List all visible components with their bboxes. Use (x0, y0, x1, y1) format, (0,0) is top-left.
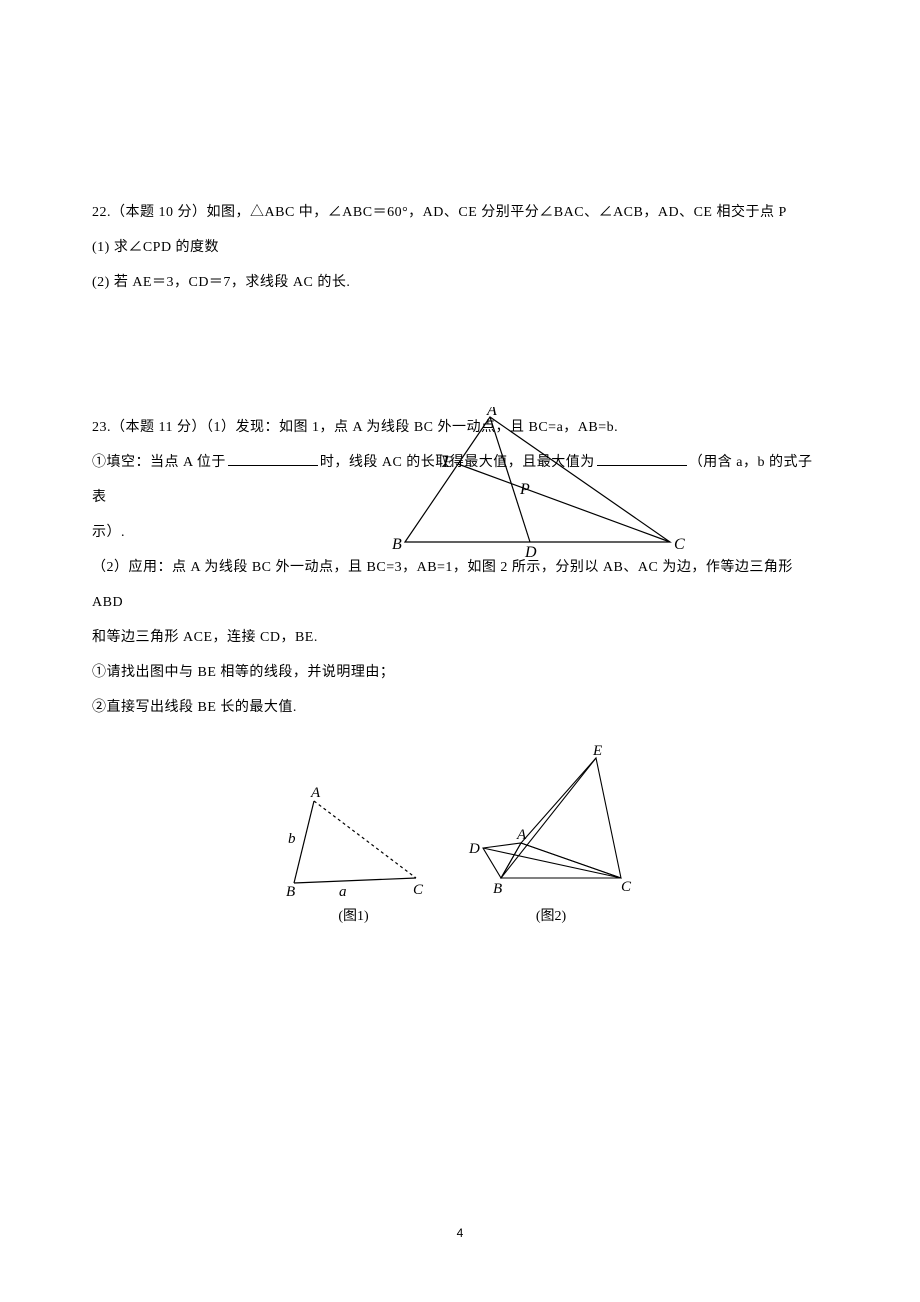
fig2-label-b: B (493, 881, 502, 897)
fig1-label-a-side: a (339, 884, 347, 898)
p22-header: 22.（本题 10 分）如图，△ABC 中，∠ABC＝60°，AD、CE 分别平… (92, 195, 825, 230)
figure-23-container: A B C b a (图1) (92, 743, 825, 925)
line-ad (490, 417, 530, 542)
p22-part1: (1) 求∠CPD 的度数 (92, 230, 825, 265)
problem-22: 22.（本题 10 分）如图，△ABC 中，∠ABC＝60°，AD、CE 分别平… (92, 195, 825, 300)
triangle-abc-2 (501, 843, 621, 878)
triangle-abc (405, 417, 670, 542)
fig1-label-b-side: b (288, 831, 296, 847)
page-number: 4 (0, 1226, 920, 1240)
line-bc-1 (294, 878, 416, 883)
fig2-label-a: A (516, 827, 527, 843)
p23-line6: ①请找出图中与 BE 相等的线段，并说明理由； (92, 655, 825, 690)
p23-line5: 和等边三角形 ACE，连接 CD，BE. (92, 620, 825, 655)
fig1-label-a: A (310, 785, 321, 801)
fig2-svg: A B C D E (461, 743, 641, 898)
figure-22: A B C D E P (390, 407, 690, 567)
p23-line7: ②直接写出线段 BE 长的最大值. (92, 690, 825, 725)
label-a: A (486, 407, 497, 419)
fig2-label-e: E (592, 743, 602, 759)
line-be (501, 758, 596, 878)
blank-1 (228, 452, 318, 466)
line-ab-1 (294, 801, 314, 883)
fig1-caption: (图1) (276, 905, 431, 925)
label-d: D (524, 544, 537, 561)
fig1-svg: A B C b a (276, 783, 431, 898)
figure-23-1: A B C b a (图1) (276, 783, 431, 925)
figure-23-2: A B C D E (图2) (461, 743, 641, 925)
label-p: P (519, 481, 530, 498)
line-ce (458, 464, 670, 542)
label-b: B (392, 536, 402, 553)
fig2-label-c: C (621, 879, 632, 895)
label-c: C (674, 536, 685, 553)
fig2-caption: (图2) (461, 905, 641, 925)
fig1-label-b: B (286, 884, 295, 898)
triangle-abc-svg: A B C D E P (390, 407, 690, 562)
p22-part2: (2) 若 AE＝3，CD＝7，求线段 AC 的长. (92, 265, 825, 300)
p23-line2a: ①填空：当点 A 位于 (92, 455, 226, 470)
fig2-label-d: D (468, 841, 480, 857)
line-ac-dashed (314, 801, 416, 878)
fig1-label-c: C (413, 882, 424, 898)
label-e: E (442, 454, 453, 471)
